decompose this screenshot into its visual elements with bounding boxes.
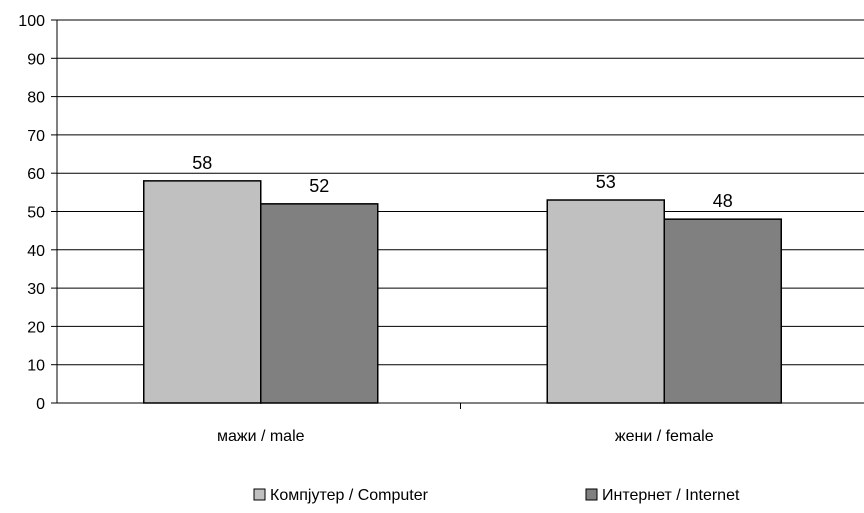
y-tick-label: 40 bbox=[27, 243, 45, 260]
y-tick-label: 90 bbox=[27, 51, 45, 68]
axes bbox=[56, 20, 864, 409]
y-tick-label: 20 bbox=[27, 319, 45, 336]
legend: Компјутер / Computer Интернет / Internet bbox=[253, 487, 740, 504]
category-labels: мажи / male жени / female bbox=[217, 428, 714, 445]
y-tick-label: 0 bbox=[36, 396, 45, 413]
legend-swatch-internet bbox=[585, 488, 598, 501]
legend-swatch-computer bbox=[253, 488, 266, 501]
bar-internet-0 bbox=[260, 203, 379, 404]
y-axis-ticks: 0 10 20 30 40 50 60 70 80 90 100 bbox=[18, 13, 57, 413]
bar-computer-1 bbox=[546, 199, 665, 404]
category-label: жени / female bbox=[615, 428, 714, 445]
y-tick-label: 100 bbox=[18, 13, 45, 30]
legend-label: Интернет / Internet bbox=[602, 487, 740, 504]
data-label: 58 bbox=[192, 153, 212, 173]
data-label: 48 bbox=[713, 191, 733, 211]
bar-internet-1 bbox=[663, 218, 782, 404]
y-tick-label: 50 bbox=[27, 205, 45, 222]
y-tick-label: 80 bbox=[27, 90, 45, 107]
data-label: 53 bbox=[596, 172, 616, 192]
y-tick-label: 10 bbox=[27, 358, 45, 375]
bar-computer-0 bbox=[143, 180, 262, 404]
bars bbox=[143, 180, 782, 404]
y-tick-label: 60 bbox=[27, 166, 45, 183]
legend-label: Компјутер / Computer bbox=[270, 487, 429, 504]
data-label: 52 bbox=[309, 176, 329, 196]
y-tick-label: 70 bbox=[27, 128, 45, 145]
category-label: мажи / male bbox=[217, 428, 305, 445]
data-labels: 58 52 53 48 bbox=[192, 153, 733, 211]
y-tick-label: 30 bbox=[27, 281, 45, 298]
